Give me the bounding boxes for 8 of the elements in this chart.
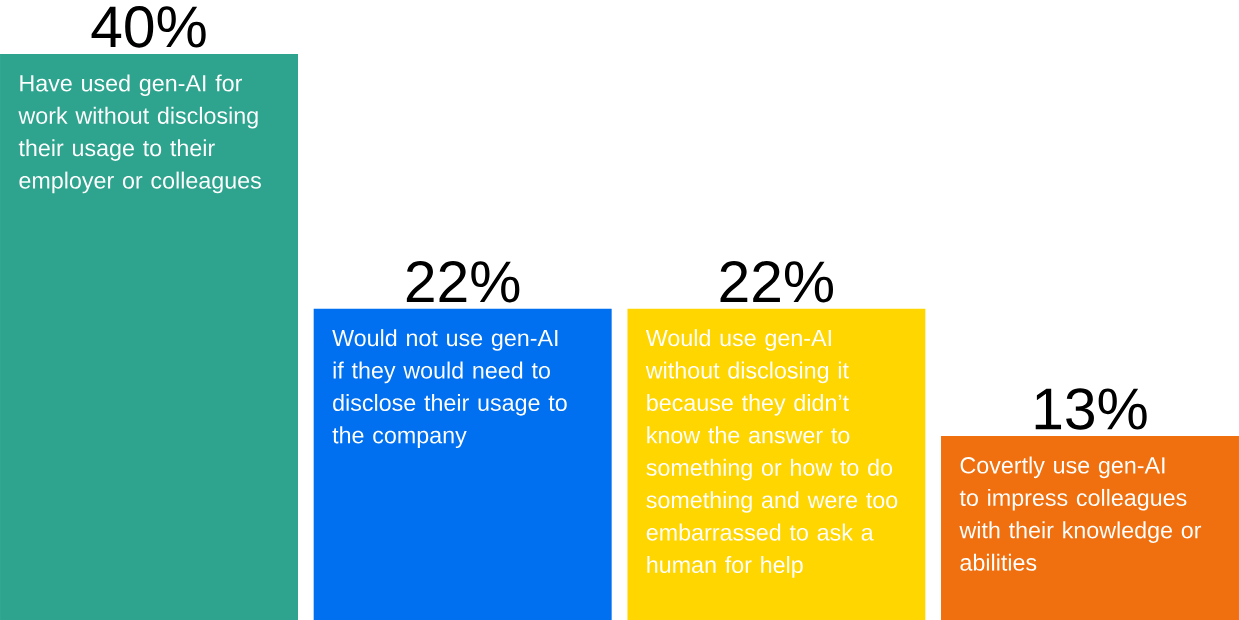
x-tick-label: Would not use gen-AI if they would need to disclose their usage to the company [332,329,567,449]
x-tick-label: Have used gen-AI for work without disclosing their usage to their employer or colleagues [18,74,261,194]
data-label: 22% [406,261,520,303]
x-tick-label: Would use gen-AI without disclosing it because they didn’t know the answer to something or how to do something and were too embarrassed to ask a human for help [645,329,898,578]
data-label: 40% [91,6,206,48]
x-tick-label: Covertly use gen-AI to impress colleagues with their knowledge or abilities [959,456,1202,571]
data-label: 13% [1035,388,1147,430]
data-label: 22% [720,261,834,303]
